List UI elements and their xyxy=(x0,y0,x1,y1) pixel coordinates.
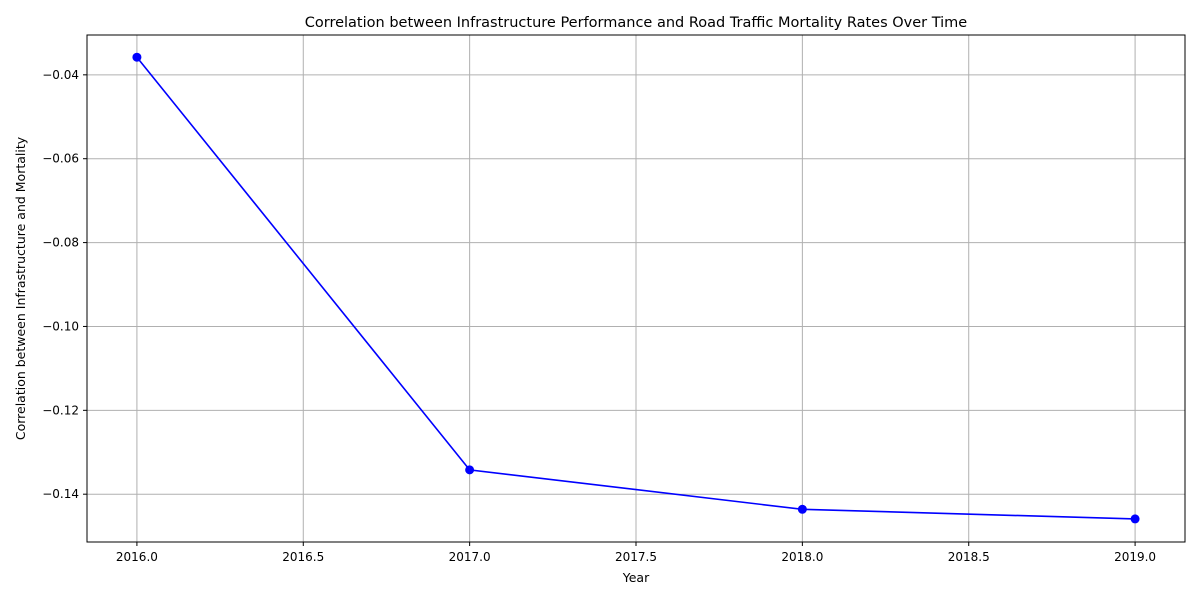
y-axis: −0.04 −0.06 −0.08 −0.10 −0.12 −0.14 xyxy=(42,68,87,501)
y-tick-label: −0.08 xyxy=(42,236,79,250)
y-tick-label: −0.06 xyxy=(42,152,79,166)
x-axis-label: Year xyxy=(622,570,650,585)
gridlines xyxy=(87,35,1185,542)
series-line xyxy=(136,56,1136,520)
x-tick-label: 2018.0 xyxy=(781,550,823,564)
y-tick-label: −0.10 xyxy=(42,319,79,333)
x-tick-label: 2019.0 xyxy=(1114,550,1156,564)
x-axis: 2016.0 2016.5 2017.0 2017.5 2018.0 2018.5 2019… xyxy=(116,542,1156,564)
y-tick-label: −0.04 xyxy=(42,68,79,82)
x-tick-label: 2016.5 xyxy=(282,550,324,564)
x-tick-label: 2016.0 xyxy=(116,550,158,564)
y-axis-label: Correlation between Infrastructure and M… xyxy=(13,136,28,440)
x-tick-label: 2017.0 xyxy=(449,550,491,564)
data-point xyxy=(132,52,142,62)
data-point xyxy=(465,465,475,475)
y-tick-label: −0.14 xyxy=(42,487,79,501)
x-tick-label: 2017.5 xyxy=(615,550,657,564)
x-tick-label: 2018.5 xyxy=(948,550,990,564)
data-point xyxy=(1130,514,1140,524)
series-layer xyxy=(132,52,1140,524)
data-point xyxy=(797,504,807,514)
y-tick-label: −0.12 xyxy=(42,403,79,417)
chart-title: Correlation between Infrastructure Perfo… xyxy=(305,15,968,31)
